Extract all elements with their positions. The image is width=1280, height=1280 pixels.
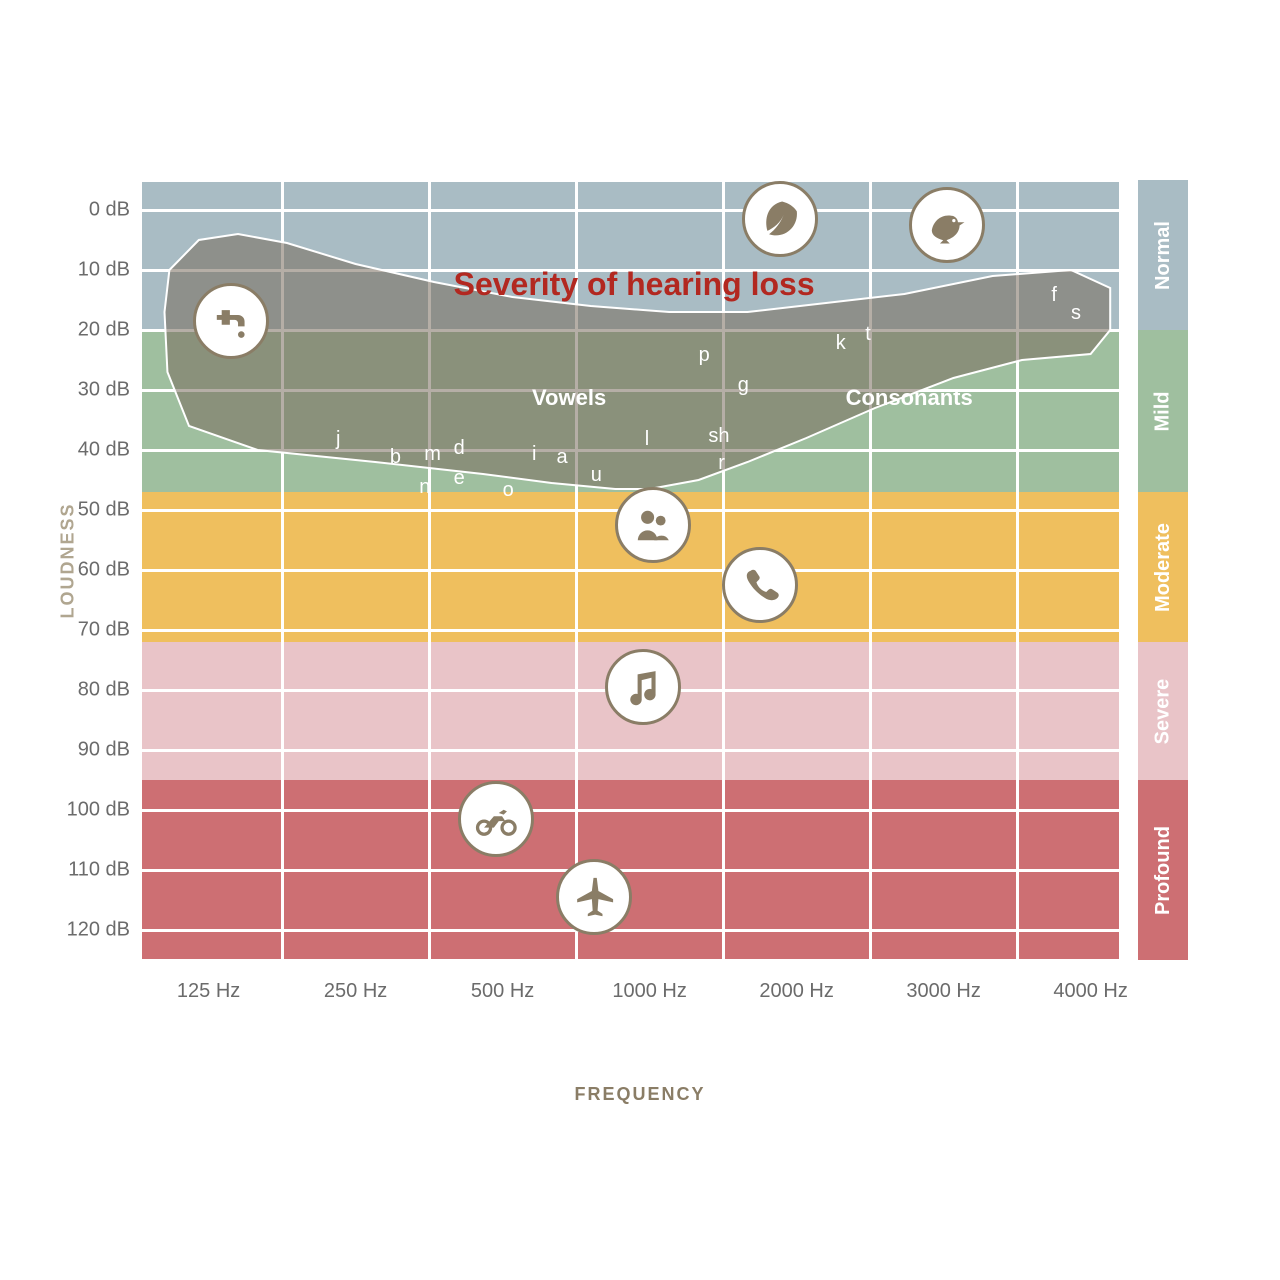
y-tick-label: 50 dB — [60, 499, 130, 522]
legend-band: Severe — [1138, 642, 1188, 780]
phoneme: b — [390, 446, 401, 469]
phoneme: o — [503, 479, 514, 502]
people-icon — [615, 487, 691, 563]
audiogram-chart: LOUDNESS Severity of hearing lossVowelsC… — [50, 180, 1230, 1100]
leaf-icon — [742, 181, 818, 257]
phoneme: t — [865, 323, 871, 346]
severity-legend: Normal Mild Moderate Severe Profound — [1138, 180, 1188, 960]
phoneme: e — [454, 467, 465, 490]
plot-area: Severity of hearing loss Vowels Consonants… — [140, 180, 1120, 960]
motorcycle-icon — [458, 781, 534, 857]
phone-icon — [722, 547, 798, 623]
phoneme: a — [557, 446, 568, 469]
phoneme: m — [424, 443, 441, 466]
y-tick-label: 20 dB — [60, 319, 130, 342]
phoneme: i — [532, 443, 536, 466]
x-tick-label: 2000 Hz — [737, 980, 857, 1003]
bird-icon — [909, 187, 985, 263]
phoneme: l — [645, 428, 649, 451]
phoneme: g — [738, 374, 749, 397]
x-tick-label: 1000 Hz — [590, 980, 710, 1003]
phoneme: n — [419, 476, 430, 499]
x-tick-label: 3000 Hz — [884, 980, 1004, 1003]
legend-label: Moderate — [1152, 523, 1175, 612]
y-tick-label: 80 dB — [60, 679, 130, 702]
y-tick-label: 90 dB — [60, 739, 130, 762]
x-tick-label: 500 Hz — [443, 980, 563, 1003]
y-tick-label: 100 dB — [60, 799, 130, 822]
x-tick-label: 125 Hz — [149, 980, 269, 1003]
legend-band: Moderate — [1138, 492, 1188, 642]
phoneme: u — [591, 464, 602, 487]
y-tick-label: 0 dB — [60, 199, 130, 222]
music-icon — [605, 649, 681, 725]
phoneme: k — [836, 332, 846, 355]
y-tick-label: 110 dB — [60, 859, 130, 882]
chart-title: Severity of hearing loss — [454, 266, 815, 303]
phoneme: p — [699, 344, 710, 367]
phoneme: d — [454, 437, 465, 460]
y-tick-label: 30 dB — [60, 379, 130, 402]
x-axis-title: FREQUENCY — [50, 1084, 1230, 1105]
x-tick-label: 4000 Hz — [1031, 980, 1151, 1003]
legend-band: Normal — [1138, 180, 1188, 330]
legend-band: Mild — [1138, 330, 1188, 492]
vowels-label: Vowels — [532, 385, 606, 411]
legend-label: Normal — [1152, 221, 1175, 290]
consonants-label: Consonants — [846, 385, 973, 411]
phoneme: r — [718, 452, 725, 475]
y-tick-label: 60 dB — [60, 559, 130, 582]
phoneme: f — [1051, 284, 1057, 307]
x-tick-label: 250 Hz — [296, 980, 416, 1003]
y-tick-label: 120 dB — [60, 919, 130, 942]
phoneme: sh — [708, 425, 729, 448]
y-tick-label: 10 dB — [60, 259, 130, 282]
legend-band: Profound — [1138, 780, 1188, 960]
airplane-icon — [556, 859, 632, 935]
legend-label: Severe — [1152, 678, 1175, 744]
y-tick-label: 40 dB — [60, 439, 130, 462]
legend-label: Profound — [1152, 826, 1175, 915]
y-tick-label: 70 dB — [60, 619, 130, 642]
legend-label: Mild — [1152, 391, 1175, 431]
faucet-icon — [193, 283, 269, 359]
phoneme: j — [336, 428, 340, 451]
phoneme: s — [1071, 302, 1081, 325]
